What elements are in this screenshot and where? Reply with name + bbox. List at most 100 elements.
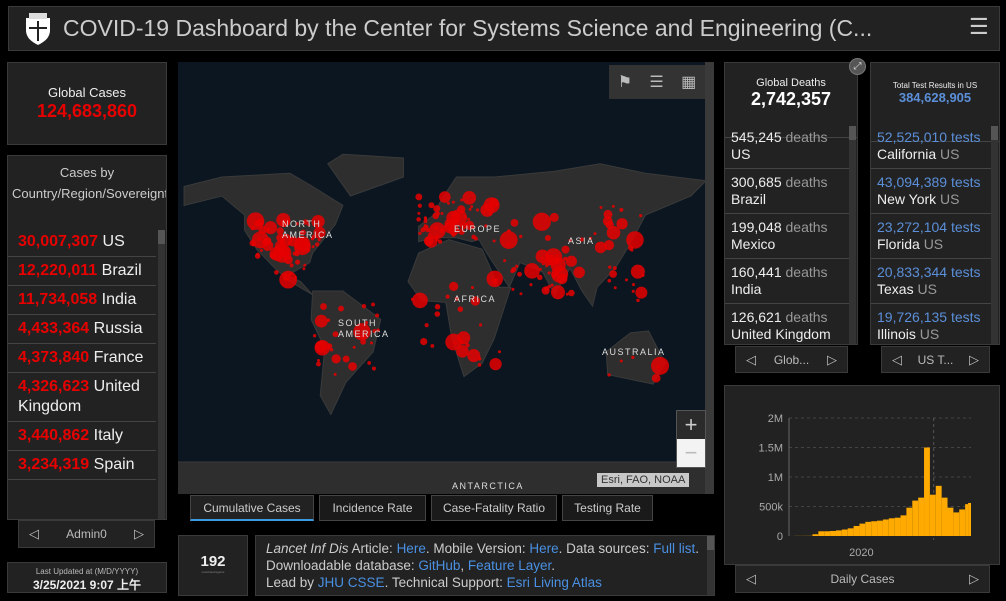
case-bubble[interactable] xyxy=(547,254,555,262)
daily-cases-bar[interactable] xyxy=(877,520,883,536)
case-bubble[interactable] xyxy=(417,203,422,208)
case-bubble[interactable] xyxy=(276,227,284,235)
case-bubble[interactable] xyxy=(510,268,515,274)
case-bubble[interactable] xyxy=(480,203,494,217)
case-bubble[interactable] xyxy=(611,204,615,208)
tab-cumulative-cases[interactable]: Cumulative Cases xyxy=(190,495,314,521)
case-bubble[interactable] xyxy=(412,292,428,309)
case-bubble[interactable] xyxy=(613,286,617,290)
case-bubble[interactable] xyxy=(269,252,277,259)
daily-cases-bar[interactable] xyxy=(830,530,836,536)
bookmark-icon[interactable]: ⚑ xyxy=(617,74,633,91)
case-bubble[interactable] xyxy=(430,344,435,348)
daily-cases-bar[interactable] xyxy=(906,507,913,536)
full-list-link[interactable]: Full list xyxy=(653,541,696,556)
prev-arrow-icon[interactable]: ◁ xyxy=(29,526,39,541)
case-bubble[interactable] xyxy=(311,214,325,229)
lancet-link[interactable]: Here xyxy=(396,541,426,556)
case-bubble[interactable] xyxy=(631,355,635,360)
case-bubble[interactable] xyxy=(603,209,613,219)
case-bubble[interactable] xyxy=(550,283,554,287)
daily-cases-bar[interactable] xyxy=(853,525,860,536)
case-bubble[interactable] xyxy=(515,264,519,268)
case-bubble[interactable] xyxy=(561,245,570,254)
case-bubble[interactable] xyxy=(283,255,293,265)
case-bubble[interactable] xyxy=(425,225,429,229)
daily-cases-bar[interactable] xyxy=(935,485,942,536)
case-bubble[interactable] xyxy=(352,345,356,349)
hamburger-icon[interactable]: ☰ xyxy=(969,14,989,39)
case-bubble[interactable] xyxy=(467,349,481,363)
github-link[interactable]: GitHub xyxy=(418,558,461,573)
case-bubble[interactable] xyxy=(547,271,551,275)
case-bubble[interactable] xyxy=(532,212,551,231)
daily-cases-bar[interactable] xyxy=(953,512,960,536)
case-bubble[interactable] xyxy=(320,303,327,310)
case-bubble[interactable] xyxy=(553,256,560,264)
case-bubble[interactable] xyxy=(292,251,297,256)
case-bubble[interactable] xyxy=(477,363,482,367)
case-bubble[interactable] xyxy=(295,259,301,265)
case-bubble[interactable] xyxy=(361,304,367,309)
zoom-in-button[interactable]: + xyxy=(684,412,698,437)
case-bubble[interactable] xyxy=(311,245,315,249)
case-bubble[interactable] xyxy=(364,321,369,325)
case-bubble[interactable] xyxy=(467,217,471,221)
case-bubble[interactable] xyxy=(537,274,543,281)
case-bubble[interactable] xyxy=(259,249,263,253)
case-bubble[interactable] xyxy=(631,289,635,293)
legend-list-icon[interactable]: ☰ xyxy=(649,74,664,91)
daily-cases-bar[interactable] xyxy=(947,507,954,536)
daily-cases-bar[interactable] xyxy=(859,523,866,536)
case-bubble[interactable] xyxy=(448,281,459,292)
case-bubble[interactable] xyxy=(314,314,328,328)
case-bubble[interactable] xyxy=(444,218,456,230)
deaths-list-item[interactable]: 126,621 deaths United Kingdom xyxy=(725,304,849,344)
next-arrow-icon[interactable]: ▷ xyxy=(134,526,144,541)
map-canvas[interactable] xyxy=(178,62,714,494)
case-bubble[interactable] xyxy=(459,222,467,230)
case-bubble[interactable] xyxy=(424,217,428,221)
daily-cases-bar[interactable] xyxy=(824,531,831,536)
case-bubble[interactable] xyxy=(482,210,486,214)
prev-arrow-icon[interactable]: ◁ xyxy=(892,351,902,367)
case-bubble[interactable] xyxy=(529,283,533,287)
daily-cases-bar[interactable] xyxy=(871,521,878,536)
case-bubble[interactable] xyxy=(538,267,542,271)
case-bubble[interactable] xyxy=(549,212,559,222)
case-bubble[interactable] xyxy=(507,229,511,233)
case-bubble[interactable] xyxy=(440,212,444,216)
case-bubble[interactable] xyxy=(519,234,523,239)
daily-cases-bar[interactable] xyxy=(929,494,936,536)
case-bubble[interactable] xyxy=(456,345,469,358)
case-bubble[interactable] xyxy=(302,267,306,271)
case-bubble[interactable] xyxy=(249,240,256,247)
daily-cases-bar[interactable] xyxy=(841,529,848,536)
case-bubble[interactable] xyxy=(256,252,260,256)
case-bubble[interactable] xyxy=(303,263,307,267)
case-bubble[interactable] xyxy=(293,275,297,279)
case-bubble[interactable] xyxy=(651,356,670,375)
case-bubble[interactable] xyxy=(434,304,441,310)
case-bubble[interactable] xyxy=(451,200,455,204)
case-bubble[interactable] xyxy=(428,202,435,209)
case-bubble[interactable] xyxy=(423,236,434,246)
case-bubble[interactable] xyxy=(263,221,278,235)
case-bubble[interactable] xyxy=(568,289,575,297)
case-bubble[interactable] xyxy=(457,205,466,214)
tab-case-fatality-ratio[interactable]: Case-Fatality Ratio xyxy=(431,495,557,521)
case-bubble[interactable] xyxy=(476,208,480,212)
country-list-item[interactable]: 3,440,862 Italy xyxy=(8,422,156,451)
case-bubble[interactable] xyxy=(651,373,661,383)
case-bubble[interactable] xyxy=(367,361,372,365)
daily-cases-bar[interactable] xyxy=(882,519,889,536)
case-bubble[interactable] xyxy=(458,228,465,235)
case-bubble[interactable] xyxy=(257,236,262,241)
case-bubble[interactable] xyxy=(333,372,337,376)
case-bubble[interactable] xyxy=(470,296,481,306)
daily-cases-bar[interactable] xyxy=(900,515,907,536)
case-bubble[interactable] xyxy=(314,242,320,247)
daily-cases-bar[interactable] xyxy=(965,504,969,536)
country-list-item[interactable]: 11,734,058 India xyxy=(8,286,156,315)
case-bubble[interactable] xyxy=(511,287,515,291)
